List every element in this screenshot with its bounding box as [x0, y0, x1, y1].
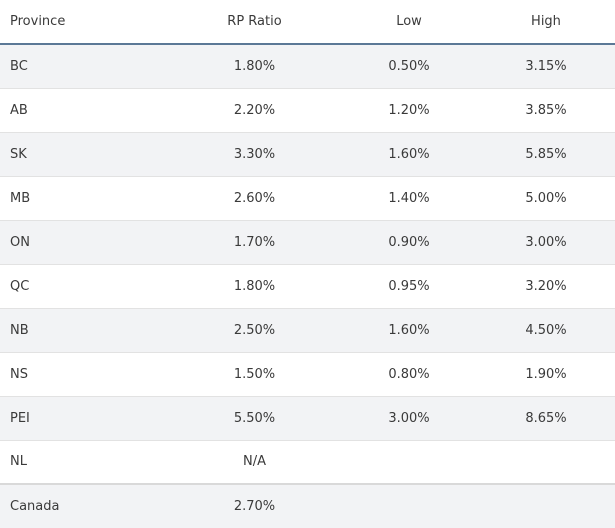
province-cell: QC [0, 264, 168, 309]
table-row: NB 2.50% 1.60% 4.50% [0, 308, 615, 353]
header-row: Province RP Ratio Low High [0, 0, 615, 45]
table-row: MB 2.60% 1.40% 5.00% [0, 176, 615, 221]
high-cell: 3.20% [477, 264, 615, 309]
header-high: High [477, 0, 615, 45]
province-cell: PEI [0, 396, 168, 441]
low-cell [341, 484, 477, 528]
table-row: BC 1.80% 0.50% 3.15% [0, 44, 615, 89]
rp-ratio-cell: 5.50% [168, 396, 341, 441]
province-cell: MB [0, 176, 168, 221]
province-cell: ON [0, 220, 168, 265]
low-cell: 1.20% [341, 88, 477, 133]
province-cell: NB [0, 308, 168, 353]
low-cell: 1.60% [341, 308, 477, 353]
province-cell: AB [0, 88, 168, 133]
rp-ratio-cell: 2.20% [168, 88, 341, 133]
table-body: BC 1.80% 0.50% 3.15% AB 2.20% 1.20% 3.85… [0, 44, 615, 528]
low-cell: 1.40% [341, 176, 477, 221]
table-row: PEI 5.50% 3.00% 8.65% [0, 396, 615, 441]
table-row-total: Canada 2.70% [0, 484, 615, 528]
rp-ratio-cell: 1.80% [168, 264, 341, 309]
high-cell: 1.90% [477, 352, 615, 397]
province-cell: Canada [0, 484, 168, 528]
low-cell: 0.50% [341, 44, 477, 89]
high-cell [477, 484, 615, 528]
low-cell: 0.95% [341, 264, 477, 309]
province-cell: SK [0, 132, 168, 177]
rp-ratio-cell: 1.80% [168, 44, 341, 89]
rp-ratio-cell: 2.50% [168, 308, 341, 353]
high-cell: 3.00% [477, 220, 615, 265]
rp-ratio-cell: N/A [168, 440, 341, 485]
low-cell: 1.60% [341, 132, 477, 177]
table-row: SK 3.30% 1.60% 5.85% [0, 132, 615, 177]
high-cell: 3.15% [477, 44, 615, 89]
table-row: AB 2.20% 1.20% 3.85% [0, 88, 615, 133]
high-cell: 4.50% [477, 308, 615, 353]
table-row: NS 1.50% 0.80% 1.90% [0, 352, 615, 397]
header-low: Low [341, 0, 477, 45]
province-cell: BC [0, 44, 168, 89]
rp-ratio-cell: 3.30% [168, 132, 341, 177]
table-row: ON 1.70% 0.90% 3.00% [0, 220, 615, 265]
rp-ratio-cell: 2.60% [168, 176, 341, 221]
header-province: Province [0, 0, 168, 45]
province-cell: NL [0, 440, 168, 485]
high-cell: 3.85% [477, 88, 615, 133]
high-cell: 5.85% [477, 132, 615, 177]
rp-ratio-cell: 1.70% [168, 220, 341, 265]
province-cell: NS [0, 352, 168, 397]
high-cell: 5.00% [477, 176, 615, 221]
table-row: QC 1.80% 0.95% 3.20% [0, 264, 615, 309]
table-row: NL N/A [0, 440, 615, 485]
low-cell [341, 440, 477, 485]
low-cell: 3.00% [341, 396, 477, 441]
low-cell: 0.80% [341, 352, 477, 397]
header-rp-ratio: RP Ratio [168, 0, 341, 45]
low-cell: 0.90% [341, 220, 477, 265]
table-header: Province RP Ratio Low High [0, 0, 615, 45]
rp-ratio-cell: 1.50% [168, 352, 341, 397]
high-cell [477, 440, 615, 485]
high-cell: 8.65% [477, 396, 615, 441]
rp-ratio-cell: 2.70% [168, 484, 341, 528]
